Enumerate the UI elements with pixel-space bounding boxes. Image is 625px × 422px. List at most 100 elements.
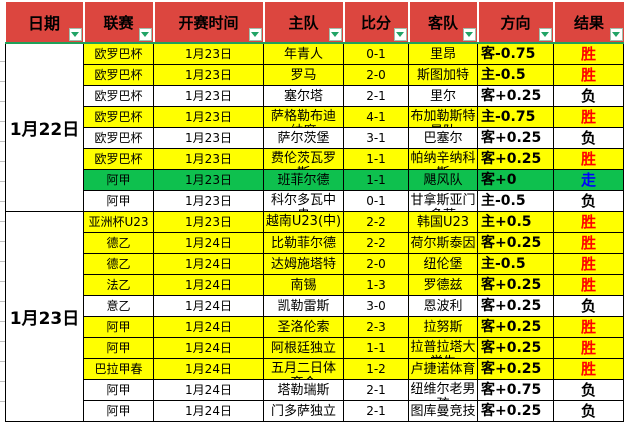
home-team-cell[interactable]: 罗马 xyxy=(263,64,344,86)
kickoff-cell[interactable]: 1月24日 xyxy=(153,358,264,380)
away-team-cell[interactable]: 纽维尔老男孩 xyxy=(408,379,478,401)
home-team-cell[interactable]: 年青人 xyxy=(263,42,344,65)
filter-dropdown-icon[interactable] xyxy=(462,28,476,41)
away-team-cell[interactable]: 图库曼竞技 xyxy=(408,400,478,422)
header-cell-score[interactable]: 比分 xyxy=(342,2,409,44)
home-team-cell[interactable]: 萨格勒布迪纳摩 xyxy=(263,106,344,128)
league-cell[interactable]: 欧罗巴杯 xyxy=(83,85,154,107)
league-cell[interactable]: 意乙 xyxy=(83,295,154,317)
home-team-cell[interactable]: 凯勒雷斯 xyxy=(263,295,344,317)
home-team-cell[interactable]: 越南U23(中) xyxy=(263,211,344,233)
filter-dropdown-icon[interactable] xyxy=(138,28,152,41)
header-cell-league[interactable]: 联赛 xyxy=(82,2,154,44)
kickoff-cell[interactable]: 1月24日 xyxy=(153,400,264,422)
score-cell[interactable]: 1-3 xyxy=(343,274,409,296)
home-team-cell[interactable]: 费伦茨瓦罗斯 xyxy=(263,148,344,170)
result-cell[interactable]: 胜 xyxy=(553,274,624,296)
score-cell[interactable]: 3-0 xyxy=(343,295,409,317)
result-cell[interactable]: 胜 xyxy=(553,64,624,86)
score-cell[interactable]: 4-1 xyxy=(343,106,409,128)
home-team-cell[interactable]: 南锡 xyxy=(263,274,344,296)
direction-cell[interactable]: 主-0.5 xyxy=(477,64,554,86)
kickoff-cell[interactable]: 1月23日 xyxy=(153,169,264,191)
score-cell[interactable]: 2-2 xyxy=(343,211,409,233)
filter-dropdown-icon[interactable] xyxy=(328,28,342,41)
direction-cell[interactable]: 主-0.75 xyxy=(477,106,554,128)
league-cell[interactable]: 欧罗巴杯 xyxy=(83,127,154,149)
score-cell[interactable]: 2-0 xyxy=(343,253,409,275)
kickoff-cell[interactable]: 1月23日 xyxy=(153,127,264,149)
league-cell[interactable]: 欧罗巴杯 xyxy=(83,64,154,86)
result-cell[interactable]: 胜 xyxy=(553,253,624,275)
result-cell[interactable]: 胜 xyxy=(553,337,624,359)
result-cell[interactable]: 胜 xyxy=(553,106,624,128)
direction-cell[interactable]: 客+0.25 xyxy=(477,85,554,107)
score-cell[interactable]: 0-1 xyxy=(343,42,409,65)
direction-cell[interactable]: 客+0.25 xyxy=(477,358,554,380)
score-cell[interactable]: 1-1 xyxy=(343,169,409,191)
home-team-cell[interactable]: 比勒菲尔德 xyxy=(263,232,344,254)
home-team-cell[interactable]: 门多萨独立 xyxy=(263,400,344,422)
away-team-cell[interactable]: 布加勒斯特星队 xyxy=(408,106,478,128)
away-team-cell[interactable]: 拉努斯 xyxy=(408,316,478,338)
result-cell[interactable]: 负 xyxy=(553,295,624,317)
league-cell[interactable]: 法乙 xyxy=(83,274,154,296)
kickoff-cell[interactable]: 1月23日 xyxy=(153,106,264,128)
kickoff-cell[interactable]: 1月23日 xyxy=(153,211,264,233)
kickoff-cell[interactable]: 1月23日 xyxy=(153,148,264,170)
result-cell[interactable]: 负 xyxy=(553,400,624,422)
header-cell-home[interactable]: 主队 xyxy=(262,2,344,44)
direction-cell[interactable]: 客+0.25 xyxy=(477,295,554,317)
league-cell[interactable]: 阿甲 xyxy=(83,316,154,338)
kickoff-cell[interactable]: 1月23日 xyxy=(153,85,264,107)
filter-dropdown-icon[interactable] xyxy=(609,28,623,41)
result-cell[interactable]: 胜 xyxy=(553,316,624,338)
away-team-cell[interactable]: 巴塞尔 xyxy=(408,127,478,149)
league-cell[interactable]: 阿甲 xyxy=(83,379,154,401)
kickoff-cell[interactable]: 1月24日 xyxy=(153,274,264,296)
away-team-cell[interactable]: 纽伦堡 xyxy=(408,253,478,275)
home-team-cell[interactable]: 塞尔塔 xyxy=(263,85,344,107)
kickoff-cell[interactable]: 1月23日 xyxy=(153,190,264,212)
away-team-cell[interactable]: 卢捷诺体育 xyxy=(408,358,478,380)
direction-cell[interactable]: 客+0.25 xyxy=(477,232,554,254)
home-team-cell[interactable]: 阿根廷独立 xyxy=(263,337,344,359)
date-group-cell[interactable]: 1月22日 xyxy=(5,42,84,212)
home-team-cell[interactable]: 萨尔茨堡 xyxy=(263,127,344,149)
league-cell[interactable]: 阿甲 xyxy=(83,400,154,422)
league-cell[interactable]: 阿甲 xyxy=(83,169,154,191)
league-cell[interactable]: 阿甲 xyxy=(83,337,154,359)
result-cell[interactable]: 负 xyxy=(553,190,624,212)
away-team-cell[interactable]: 里尔 xyxy=(408,85,478,107)
filter-dropdown-icon[interactable] xyxy=(538,28,552,41)
away-team-cell[interactable]: 恩波利 xyxy=(408,295,478,317)
away-team-cell[interactable]: 里昂 xyxy=(408,42,478,65)
kickoff-cell[interactable]: 1月24日 xyxy=(153,295,264,317)
direction-cell[interactable]: 客-0.75 xyxy=(477,42,554,65)
direction-cell[interactable]: 客+0.25 xyxy=(477,400,554,422)
home-team-cell[interactable]: 圣洛伦索 xyxy=(263,316,344,338)
direction-cell[interactable]: 主+0.5 xyxy=(477,211,554,233)
direction-cell[interactable]: 客+0.25 xyxy=(477,148,554,170)
direction-cell[interactable]: 客+0 xyxy=(477,169,554,191)
filter-dropdown-icon[interactable] xyxy=(248,28,262,41)
result-cell[interactable]: 胜 xyxy=(553,211,624,233)
home-team-cell[interactable]: 五月二日体育会 xyxy=(263,358,344,380)
away-team-cell[interactable]: 斯图加特 xyxy=(408,64,478,86)
filter-dropdown-icon[interactable] xyxy=(393,28,407,41)
header-cell-away[interactable]: 客队 xyxy=(407,2,478,44)
header-cell-date[interactable]: 日期 xyxy=(5,2,84,44)
score-cell[interactable]: 2-1 xyxy=(343,400,409,422)
direction-cell[interactable]: 客+0.75 xyxy=(477,379,554,401)
direction-cell[interactable]: 客+0.25 xyxy=(477,316,554,338)
header-cell-kickoff[interactable]: 开赛时间 xyxy=(152,2,264,44)
result-cell[interactable]: 胜 xyxy=(553,232,624,254)
result-cell[interactable]: 胜 xyxy=(553,358,624,380)
league-cell[interactable]: 巴拉甲春 xyxy=(83,358,154,380)
kickoff-cell[interactable]: 1月24日 xyxy=(153,316,264,338)
result-cell[interactable]: 负 xyxy=(553,127,624,149)
result-cell[interactable]: 负 xyxy=(553,85,624,107)
away-team-cell[interactable]: 帕纳辛纳科斯 xyxy=(408,148,478,170)
home-team-cell[interactable]: 班菲尔德 xyxy=(263,169,344,191)
header-cell-result[interactable]: 结果 xyxy=(552,2,624,44)
